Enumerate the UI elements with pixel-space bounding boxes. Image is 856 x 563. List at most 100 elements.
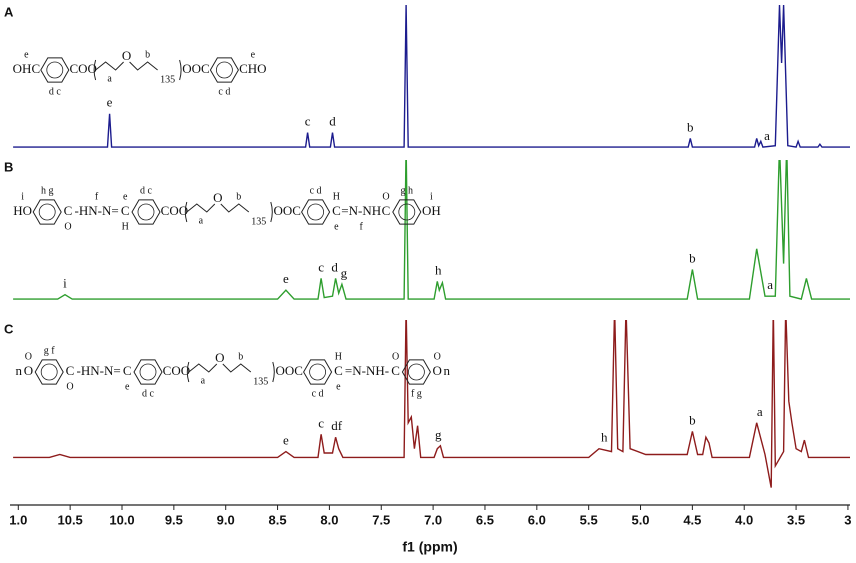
x-tick-label: 7.5 [372,512,390,527]
structure-text: C [391,363,400,378]
x-tick-label: 7.0 [424,512,442,527]
spectrum [13,4,850,148]
atom-label: d c [49,86,62,97]
x-tick-label: 9.0 [217,512,235,527]
ring-bond [40,363,58,381]
chain-label: 135 [253,376,268,387]
structure-text: OH [422,203,441,218]
chain-label: O [122,48,131,63]
structure-text: -HN-N= [77,363,121,378]
ring-bond [137,203,155,221]
atom-label: H [335,351,342,362]
benzene-ring [32,199,62,225]
atom-label: f [95,191,99,202]
x-axis-label: f1 (ppm) [402,539,457,555]
atom-label: O [64,221,71,232]
x-tick-label: 5.0 [631,512,649,527]
x-tick-label: 6.0 [528,512,546,527]
spectrum [13,160,850,300]
peak-label: g [435,427,442,442]
peak-label: a [764,128,770,143]
atom-label: O [382,191,389,202]
x-tick-label: 5.5 [580,512,598,527]
peak-label: h [435,262,442,277]
structure-text: HO [13,203,32,218]
benzene-ring [401,359,431,385]
atom-label: H [333,191,340,202]
chain-label: a [199,215,204,226]
panel-label: A [4,4,14,19]
atom-label: d c [140,185,153,196]
peak-label: b [689,251,696,266]
peak-label: e [283,433,289,448]
benzene-ring [209,57,239,83]
benzene-ring [34,359,64,385]
structure-text: CHO [239,61,266,76]
spectrum [13,320,850,488]
benzene-ring [392,199,422,225]
peak-label: c [305,114,311,129]
ring-bond [307,203,325,221]
atom-label: c d [310,185,322,196]
x-tick-label: 8.0 [320,512,338,527]
structure-text: C [123,363,132,378]
atom-label: g f [44,345,56,356]
structure-text: O [24,363,33,378]
chain-label: 135 [251,216,266,227]
atom-label: e [336,381,341,392]
atom-label: H [122,221,129,232]
atom-label: O [392,351,399,362]
atom-label: c d [218,86,230,97]
structure-text: =N-NH- [345,363,389,378]
peak-label: d [329,114,336,129]
structure-text: OHC [13,61,40,76]
peak-label: c [318,415,324,430]
atom-label: f g [411,388,422,399]
peak-label: h [601,430,608,445]
peak-label: e [283,271,289,286]
structure-text: OOC [182,61,209,76]
structure-text: =N-NH [341,203,381,218]
peg-chain [186,361,275,383]
peak-label: i [63,276,67,291]
structure-text: C [66,363,75,378]
peak-label: g [341,265,348,280]
atom-label: i [430,191,433,202]
peak-label: e [107,95,113,110]
benzene-ring [133,359,163,385]
ring-bond [46,61,64,79]
chain-label: O [215,350,224,365]
peak-label: a [757,404,763,419]
ring-bond [38,203,56,221]
structure-text: OOC [273,203,300,218]
structure-text: n [444,363,451,378]
structure-text: C [121,203,130,218]
chain-label: b [236,191,241,202]
peak-label: b [689,412,696,427]
peak-label: b [687,119,694,134]
chain-label: b [238,351,243,362]
peak-label: d [331,259,338,274]
atom-label: e [334,221,339,232]
peg-chain [184,201,273,223]
ring-bond [139,363,157,381]
x-tick-label: 10.5 [57,512,82,527]
chain-label: a [201,375,206,386]
structure-text: -HN-N= [75,203,119,218]
atom-label: h g [41,185,54,196]
benzene-ring [131,199,161,225]
atom-label: c d [312,388,324,399]
ring-bond [215,61,233,79]
structure-text: COO [163,363,190,378]
peak-label: a [767,277,773,292]
ring-bond [309,363,327,381]
x-tick-label: 3.5 [787,512,805,527]
chain-label: b [145,49,150,60]
structure-text: C [64,203,73,218]
peg-chain [93,59,182,81]
structure-text: C [382,203,391,218]
atom-label: e [251,49,256,60]
panel-label: C [4,321,14,336]
structure-text: OOC [275,363,302,378]
atom-label: g h [401,185,414,196]
